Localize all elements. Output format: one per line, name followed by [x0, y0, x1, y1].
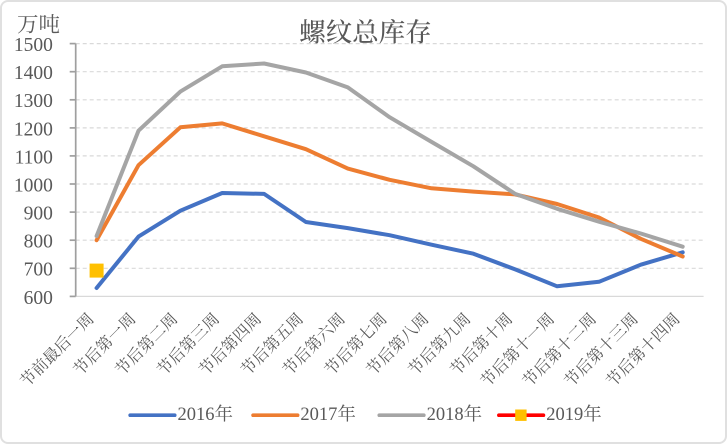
- svg-text:1000: 1000: [14, 175, 53, 196]
- svg-text:600: 600: [24, 288, 53, 309]
- svg-text:1300: 1300: [14, 91, 53, 112]
- svg-text:2016: 2016: [178, 405, 215, 425]
- svg-text:2017: 2017: [300, 405, 337, 425]
- svg-text:700: 700: [24, 260, 53, 281]
- svg-text:2019: 2019: [546, 405, 583, 425]
- svg-text:800: 800: [24, 232, 53, 253]
- svg-text:1200: 1200: [14, 119, 53, 140]
- svg-text:1400: 1400: [14, 63, 53, 84]
- svg-text:1500: 1500: [14, 35, 53, 56]
- svg-text:900: 900: [24, 204, 53, 225]
- svg-text:2018: 2018: [427, 405, 464, 425]
- svg-text:1100: 1100: [15, 147, 53, 168]
